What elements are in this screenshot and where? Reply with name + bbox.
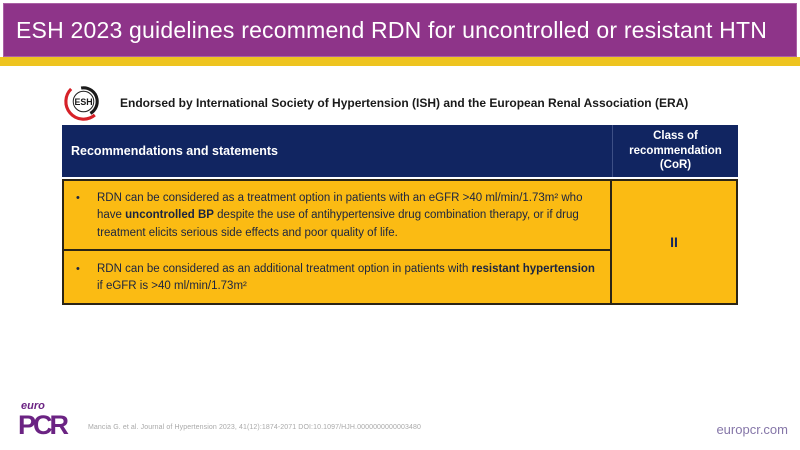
bullet-icon: • — [76, 192, 80, 204]
esh-society-logo-icon: ESH — [64, 82, 103, 121]
recommendations-table: Recommendations and statements Class of … — [62, 125, 738, 305]
esh-logo-label: ESH — [74, 97, 92, 107]
header-recommendations: Recommendations and statements — [71, 144, 278, 158]
recommendation-text-2: RDN can be considered as an additional t… — [97, 263, 595, 293]
accent-divider — [0, 57, 800, 66]
header-class-of-recommendation: Class of recommendation (CoR) — [612, 125, 738, 177]
endorsement-text: Endorsed by International Society of Hyp… — [120, 96, 689, 110]
reference-citation: Mancia G. et al. Journal of Hypertension… — [88, 424, 421, 431]
table-header-row: Recommendations and statements Class of … — [62, 125, 738, 177]
table-row: • RDN can be considered as a treatment o… — [62, 179, 612, 251]
page-title: ESH 2023 guidelines recommend RDN for un… — [16, 16, 768, 43]
class-of-recommendation-value: II — [610, 179, 738, 305]
table-row: • RDN can be considered as an additional… — [62, 249, 612, 305]
europcr-logo-pcr: PCR — [18, 410, 69, 440]
europcr-website-link[interactable]: europcr.com — [716, 422, 788, 437]
europcr-logo: euro PCR — [18, 400, 69, 440]
slide-title-bar: ESH 2023 guidelines recommend RDN for un… — [3, 3, 797, 57]
europcr-logo-euro: euro — [21, 400, 45, 412]
table-body: • RDN can be considered as a treatment o… — [62, 179, 738, 305]
bullet-icon: • — [76, 263, 80, 275]
recommendation-text-1: RDN can be considered as a treatment opt… — [97, 192, 583, 239]
